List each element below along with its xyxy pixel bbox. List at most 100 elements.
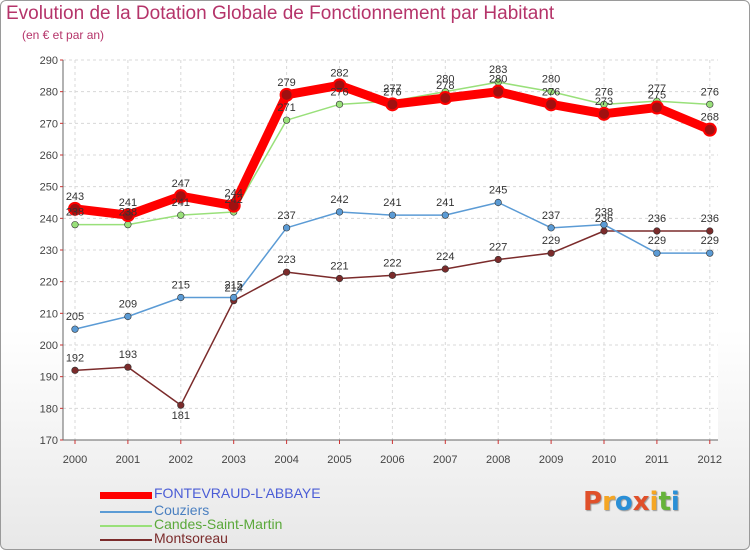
- data-label-candes: 242: [225, 194, 243, 206]
- data-label-montsoreau: 236: [701, 213, 719, 225]
- legend-label-fontevraud: FONTEVRAUD-L'ABBAYE: [154, 485, 321, 501]
- data-label-fontevraud: 243: [66, 191, 84, 203]
- logo-letter: o: [614, 487, 633, 517]
- data-point-couziers: [283, 224, 291, 232]
- data-label-fontevraud: 241: [119, 197, 137, 209]
- legend-swatch-candes: [100, 525, 152, 527]
- data-label-fontevraud: 247: [172, 178, 190, 190]
- data-label-candes: 276: [330, 86, 348, 98]
- y-tick-label: 200: [40, 340, 58, 352]
- x-tick-label: 2010: [592, 454, 616, 466]
- legend-label-candes: Candes-Saint-Martin: [154, 516, 283, 532]
- y-tick-label: 220: [40, 277, 58, 289]
- data-point-montsoreau: [653, 227, 661, 235]
- data-label-fontevraud: 276: [542, 86, 560, 98]
- data-point-fontevraud: [385, 97, 400, 112]
- data-label-fontevraud: 278: [436, 80, 454, 92]
- data-point-montsoreau: [706, 227, 714, 235]
- data-label-couziers: 237: [542, 210, 560, 222]
- data-label-candes: 276: [701, 86, 719, 98]
- data-point-montsoreau: [283, 268, 291, 276]
- data-label-fontevraud: 275: [648, 90, 666, 102]
- data-label-fontevraud: 273: [595, 96, 613, 108]
- data-label-couziers: 205: [66, 311, 84, 323]
- logo-letter: i: [649, 487, 659, 517]
- data-label-montsoreau: 224: [436, 251, 454, 263]
- y-tick-label: 240: [40, 213, 58, 225]
- y-tick-label: 180: [40, 403, 58, 415]
- data-label-montsoreau: 227: [489, 242, 507, 254]
- y-tick-label: 270: [40, 118, 58, 130]
- data-point-couziers: [335, 208, 344, 216]
- data-label-couziers: 241: [436, 197, 454, 209]
- x-tick-label: 2009: [539, 454, 563, 466]
- data-point-fontevraud: [68, 201, 82, 216]
- data-label-montsoreau: 236: [648, 213, 666, 225]
- data-label-couziers: 229: [648, 235, 666, 247]
- data-label-fontevraud: 282: [330, 67, 348, 79]
- data-label-candes: 241: [172, 197, 190, 209]
- data-point-montsoreau: [71, 366, 79, 374]
- data-label-montsoreau: 193: [119, 349, 137, 361]
- data-point-candes: [71, 221, 79, 229]
- data-point-couziers: [124, 312, 132, 321]
- y-tick-label: 230: [40, 245, 58, 257]
- data-point-montsoreau: [335, 274, 344, 283]
- data-label-couziers: 209: [119, 299, 137, 311]
- data-point-montsoreau: [388, 271, 397, 279]
- data-label-montsoreau: 236: [595, 213, 613, 225]
- y-tick-label: 210: [40, 308, 58, 320]
- data-label-montsoreau: 192: [66, 352, 84, 364]
- y-tick-label: 190: [40, 372, 58, 384]
- data-point-fontevraud: [120, 208, 135, 223]
- x-tick-label: 2006: [380, 454, 404, 466]
- data-label-fontevraud: 280: [489, 74, 507, 86]
- chart-title: Evolution de la Dotation Globale de Fonc…: [6, 3, 555, 24]
- data-point-couziers: [706, 249, 714, 257]
- data-label-candes: 238: [66, 207, 84, 219]
- x-tick-label: 2003: [221, 454, 245, 466]
- data-point-montsoreau: [441, 265, 449, 273]
- legend-label-montsoreau: Montsoreau: [154, 530, 228, 546]
- data-point-montsoreau: [547, 249, 555, 257]
- y-tick-label: 170: [40, 435, 58, 447]
- data-label-couziers: 229: [701, 235, 719, 247]
- data-label-montsoreau: 181: [172, 410, 190, 422]
- data-label-montsoreau: 221: [330, 261, 348, 273]
- data-point-fontevraud: [597, 106, 611, 121]
- y-tick-label: 290: [40, 55, 58, 67]
- logo-letter: t: [658, 487, 671, 517]
- data-point-candes: [124, 221, 132, 229]
- data-point-couziers: [547, 224, 555, 232]
- data-point-couziers: [230, 293, 238, 302]
- data-point-candes: [706, 100, 714, 108]
- data-point-couziers: [441, 211, 449, 219]
- data-point-couziers: [71, 325, 79, 333]
- data-point-fontevraud: [649, 100, 664, 115]
- legend-swatch-montsoreau: [100, 539, 152, 541]
- data-point-fontevraud: [332, 78, 347, 93]
- logo-letter: P: [583, 487, 603, 517]
- data-point-montsoreau: [600, 227, 608, 235]
- data-label-montsoreau: 229: [542, 235, 560, 247]
- data-label-montsoreau: 214: [225, 283, 243, 295]
- data-label-candes: 277: [648, 83, 666, 95]
- data-point-fontevraud: [702, 122, 717, 137]
- x-tick-label: 2012: [698, 454, 722, 466]
- y-tick-label: 250: [40, 182, 58, 194]
- data-point-candes: [335, 100, 344, 108]
- logo-letter: x: [632, 487, 650, 517]
- x-tick-label: 2000: [63, 454, 87, 466]
- data-point-fontevraud: [544, 97, 559, 112]
- data-point-candes: [177, 211, 185, 219]
- data-point-montsoreau: [124, 363, 132, 371]
- data-point-fontevraud: [491, 84, 506, 99]
- data-point-fontevraud: [438, 91, 453, 105]
- data-label-couziers: 215: [225, 280, 243, 292]
- legend-swatch-couziers: [100, 511, 152, 513]
- data-label-montsoreau: 223: [277, 254, 295, 266]
- data-point-montsoreau: [177, 401, 185, 409]
- x-tick-label: 2011: [645, 454, 669, 466]
- data-label-candes: 280: [542, 74, 560, 86]
